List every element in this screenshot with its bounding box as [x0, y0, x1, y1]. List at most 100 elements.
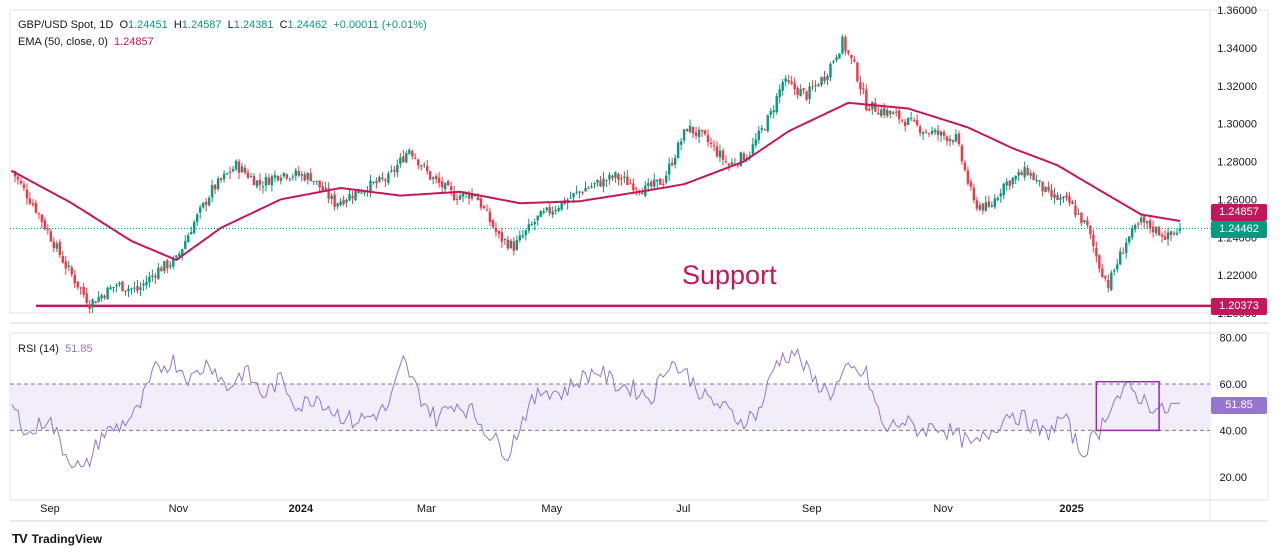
candle-body: [760, 128, 763, 130]
candle-body: [1163, 236, 1167, 240]
candle-body: [515, 240, 519, 250]
candle-body: [261, 186, 265, 188]
candle-body: [246, 172, 250, 178]
candle-body: [40, 214, 44, 222]
candle-body: [503, 239, 507, 241]
candle-body: [64, 261, 67, 269]
candle-body: [1080, 212, 1083, 224]
candle-body: [754, 139, 758, 146]
time-tick-label: Jul: [676, 503, 690, 515]
change-value: +0.00011 (+0.01%): [333, 19, 427, 31]
candle-body: [157, 267, 160, 279]
ema-line: [11, 101, 1181, 262]
candle-body: [611, 175, 614, 179]
candle-body: [124, 290, 127, 292]
candle-body: [802, 88, 805, 91]
candle-body: [906, 118, 910, 125]
candle-body: [240, 166, 244, 173]
candle-body: [112, 286, 115, 288]
candle-body: [1119, 251, 1122, 265]
candle-body: [975, 200, 979, 209]
candle-body: [423, 164, 426, 166]
candle-body: [826, 76, 829, 80]
candle-body: [1017, 172, 1020, 176]
candle-body: [213, 184, 217, 190]
ema-label: EMA (50, close, 0): [18, 36, 108, 48]
candle-body: [34, 203, 38, 213]
time-tick-label: Nov: [169, 503, 189, 515]
candle-body: [372, 182, 375, 184]
candle-body: [342, 199, 345, 205]
candle-body: [231, 168, 235, 172]
candle-body: [476, 196, 480, 201]
candle-body: [312, 181, 315, 183]
candle-body: [103, 295, 106, 298]
candle-body: [324, 187, 327, 190]
candle-body: [201, 202, 205, 208]
candle-body: [354, 190, 357, 201]
candle-body: [1116, 264, 1119, 270]
candle-body: [641, 192, 644, 195]
candle-body: [237, 161, 241, 173]
candle-body: [844, 37, 847, 52]
candle-body: [509, 240, 513, 249]
candle-body: [787, 80, 790, 82]
candle-body: [886, 110, 889, 116]
candle-body: [497, 230, 501, 234]
candle-body: [378, 176, 381, 182]
candle-body: [1041, 181, 1044, 192]
candle-body: [1133, 225, 1137, 230]
candle-body: [539, 211, 542, 217]
candle-body: [276, 175, 280, 181]
footer-brand[interactable]: TV TradingView: [12, 531, 102, 546]
candle-body: [685, 129, 689, 132]
candle-body: [148, 276, 151, 283]
price-tick-label: 1.32000: [1217, 81, 1257, 93]
candle-body: [216, 178, 220, 189]
price-tick-label: 1.30000: [1217, 119, 1257, 131]
candle-body: [530, 224, 533, 226]
candle-body: [1005, 181, 1008, 186]
candle-body: [593, 182, 596, 185]
candle-body: [145, 282, 148, 286]
candle-body: [414, 157, 417, 159]
candle-body: [288, 178, 292, 180]
candle-body: [554, 209, 557, 212]
candle-body: [838, 53, 841, 59]
candle-body: [659, 178, 662, 185]
candle-body: [805, 91, 808, 100]
candle-body: [1104, 276, 1107, 279]
candle-body: [449, 186, 453, 190]
candle-body: [73, 274, 76, 284]
candle-body: [590, 186, 593, 188]
candle-body: [500, 232, 504, 242]
candle-body: [700, 129, 704, 132]
open-key: O: [119, 19, 128, 31]
candle-body: [151, 275, 154, 277]
candle-body: [898, 110, 901, 120]
candle-body: [829, 63, 832, 78]
candle-body: [972, 187, 976, 201]
candle-body: [506, 239, 510, 249]
support-price-tag: 1.20373: [1211, 298, 1267, 315]
candle-body: [369, 180, 372, 193]
candle-body: [721, 150, 725, 160]
candle-body: [249, 176, 253, 178]
candle-body: [895, 111, 898, 113]
candle-body: [889, 110, 892, 114]
candle-body: [757, 130, 761, 141]
candle-body: [321, 186, 324, 191]
candle-body: [629, 183, 632, 185]
candle-body: [1148, 220, 1152, 229]
candle-body: [703, 130, 707, 135]
candle-body: [1175, 232, 1179, 235]
candle-body: [527, 224, 530, 231]
candle-body: [408, 149, 411, 154]
candle-body: [739, 152, 743, 166]
candle-body: [1169, 231, 1173, 235]
candle-body: [966, 170, 970, 184]
candle-body: [1178, 228, 1182, 231]
candle-body: [1110, 272, 1113, 290]
candle-body: [533, 221, 536, 225]
